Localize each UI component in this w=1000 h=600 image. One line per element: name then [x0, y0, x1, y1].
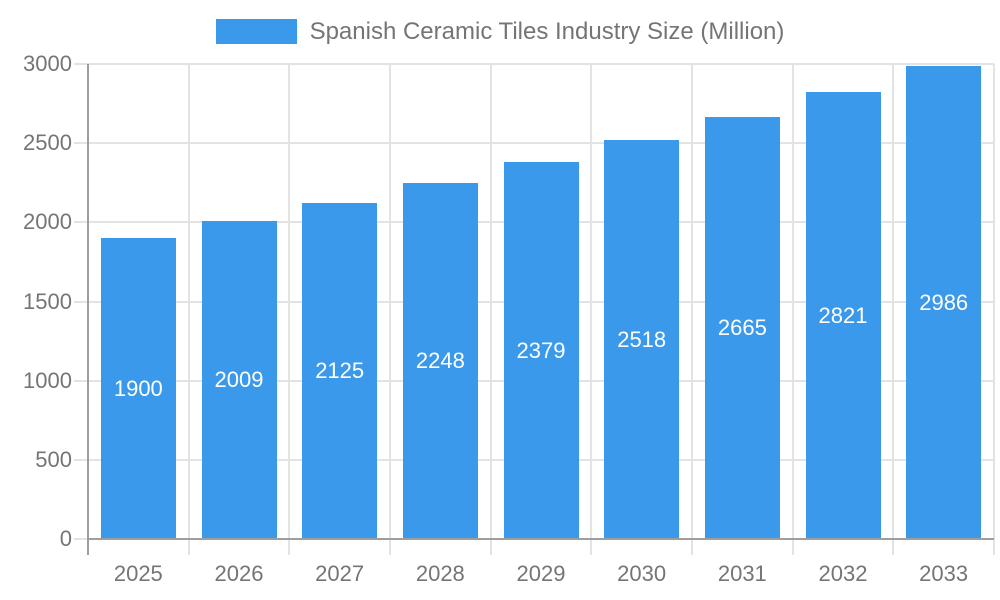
bar-2032[interactable]: 2821 — [805, 92, 881, 539]
bar-slot: 2518 — [591, 64, 692, 539]
gridline-vertical — [288, 64, 291, 555]
bar-2028[interactable]: 2248 — [402, 183, 478, 539]
gridline-horizontal — [88, 63, 994, 65]
bar-2030[interactable]: 2518 — [604, 140, 680, 539]
bar-value-label: 1900 — [113, 375, 163, 401]
y-axis-label: 1500 — [23, 288, 72, 314]
bar-slot: 2665 — [692, 64, 793, 539]
y-axis-tick — [74, 142, 88, 145]
bar-2029[interactable]: 2379 — [503, 162, 579, 539]
bar-value-label: 2518 — [617, 326, 667, 352]
gridline-vertical — [993, 64, 995, 555]
gridline-vertical — [489, 64, 492, 555]
y-axis-tick — [74, 63, 88, 65]
y-axis-tick — [74, 538, 88, 540]
gridline-vertical — [791, 64, 794, 555]
bar-2031[interactable]: 2665 — [704, 117, 780, 539]
y-axis-tick — [74, 379, 88, 382]
y-axis-tick — [74, 221, 88, 224]
x-axis-label: 2030 — [617, 561, 667, 586]
bar-slot: 2009 — [189, 64, 290, 539]
gridline-vertical — [690, 64, 693, 555]
bar-value-label: 2125 — [315, 357, 365, 383]
y-axis-label: 1000 — [23, 367, 72, 393]
y-axis-line — [87, 64, 89, 555]
x-axis-label: 2033 — [919, 561, 969, 586]
x-axis-label: 2027 — [315, 561, 365, 586]
x-axis-label: 2028 — [415, 561, 465, 586]
y-axis-label: 2500 — [23, 130, 72, 156]
bar-value-label: 2986 — [919, 289, 969, 315]
gridline-vertical — [388, 64, 391, 555]
y-axis-label: 0 — [59, 526, 72, 551]
legend: Spanish Ceramic Tiles Industry Size (Mil… — [0, 17, 1000, 46]
x-axis-baseline — [88, 538, 994, 540]
legend-series-label: Spanish Ceramic Tiles Industry Size (Mil… — [309, 18, 785, 45]
bar-slot: 2986 — [893, 64, 994, 539]
bar-slot: 2379 — [491, 64, 592, 539]
x-axis-label: 2031 — [717, 561, 767, 586]
bar-2033[interactable]: 2986 — [906, 66, 982, 539]
x-axis-label: 2032 — [818, 561, 868, 586]
bar-slot: 1900 — [88, 64, 189, 539]
gridline-vertical — [590, 64, 593, 555]
gridline-horizontal — [88, 142, 994, 145]
y-axis-label: 3000 — [23, 51, 72, 76]
bar-value-label: 2821 — [818, 302, 868, 328]
y-axis-tick — [74, 300, 88, 303]
legend-color-swatch — [215, 19, 297, 44]
bar-slot: 2125 — [289, 64, 390, 539]
bar-slot: 2821 — [793, 64, 894, 539]
bar-value-label: 2665 — [717, 315, 767, 341]
y-axis-tick — [74, 458, 88, 461]
bar-2026[interactable]: 2009 — [201, 220, 277, 539]
bar-value-label: 2009 — [214, 366, 264, 392]
plot-area: 0 500 1000 1500 2000 2500 3000 1900 2009 2125 2248… — [23, 51, 995, 586]
x-axis-label: 2029 — [516, 561, 566, 586]
bar-value-label: 2248 — [415, 348, 465, 374]
bar-2025[interactable]: 1900 — [100, 238, 176, 539]
y-axis-label: 2000 — [23, 209, 72, 235]
y-axis-label: 500 — [35, 446, 72, 472]
gridline-vertical — [187, 64, 190, 555]
gridline-vertical — [892, 64, 895, 555]
bar-slot: 2248 — [390, 64, 491, 539]
bar-value-label: 2379 — [516, 337, 566, 363]
x-axis-label: 2025 — [113, 561, 163, 586]
bar-2027[interactable]: 2125 — [302, 202, 378, 539]
bars-container: 1900 2009 2125 2248 2379 2518 2665 2821 2986 — [88, 64, 994, 539]
x-axis-label: 2026 — [214, 561, 264, 586]
